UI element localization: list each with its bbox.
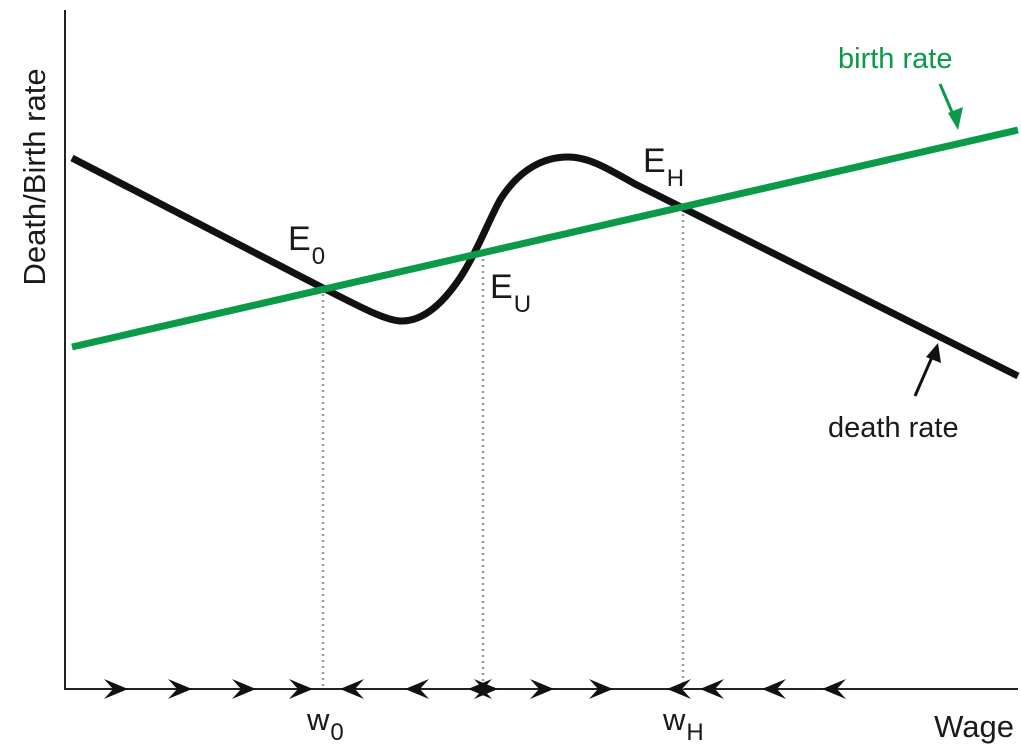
flow-arrow-right	[168, 679, 192, 699]
birth-rate-pointer-arrow	[938, 83, 963, 130]
label-e0: E0	[288, 220, 325, 270]
flow-arrow-right	[589, 679, 613, 699]
y-axis-title: Death/Birth rate	[17, 68, 52, 285]
label-eh: EH	[643, 142, 684, 192]
label-wh: wH	[662, 702, 704, 746]
label-w0: w0	[306, 702, 344, 746]
flow-arrow-left	[667, 679, 691, 699]
death-rate-label: death rate	[828, 412, 959, 444]
flow-arrow-left	[700, 679, 724, 699]
flow-arrow-left	[405, 679, 429, 699]
flow-arrow-right	[530, 679, 554, 699]
flow-arrow-right	[232, 679, 256, 699]
flow-arrow-left	[762, 679, 786, 699]
birth-rate-line	[71, 126, 1019, 351]
flow-arrow-right	[289, 679, 313, 699]
label-eu: EU	[490, 268, 531, 318]
x-axis-title: Wage	[934, 709, 1014, 744]
flow-arrow-left	[822, 679, 846, 699]
flow-arrow-right	[474, 679, 498, 699]
flow-arrow-left	[340, 679, 364, 699]
death-rate-pointer-arrow	[913, 343, 941, 397]
wage-flow-arrows	[104, 679, 846, 699]
birth-rate-label: birth rate	[838, 43, 952, 75]
flow-arrow-right	[104, 679, 128, 699]
death-rate-curve	[70, 153, 1020, 380]
